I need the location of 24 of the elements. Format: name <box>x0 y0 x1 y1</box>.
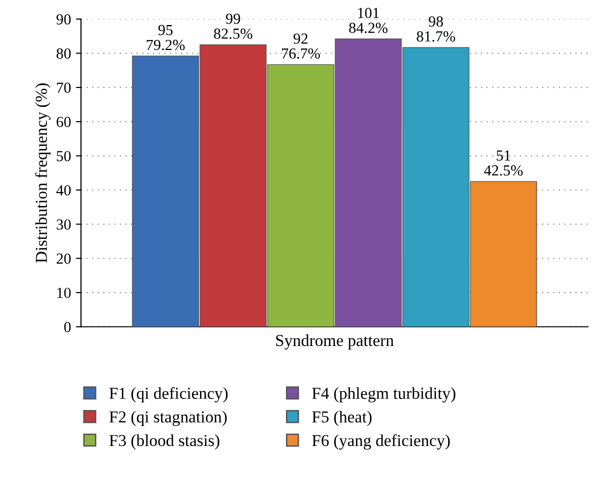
data-label: 101 84.2% <box>349 8 388 34</box>
y-tick-label: 60 <box>56 116 71 128</box>
legend-label: F5 (heat) <box>312 410 372 426</box>
y-tick-label: 30 <box>56 219 71 230</box>
data-label: 95 79.2% <box>146 24 185 50</box>
y-tick-label: 70 <box>57 82 71 93</box>
legend-label: F1 (qi deficiency) <box>109 387 228 402</box>
legend-label: F6 (yang deficiency) <box>312 434 450 450</box>
y-tick-label: 40 <box>56 185 71 196</box>
data-label: 92 76.7% <box>282 33 320 59</box>
y-tick-label: 0 <box>64 322 71 332</box>
y-tick-label: 80 <box>56 48 71 59</box>
x-axis-title: Syndrome pattern <box>276 334 394 350</box>
y-tick-label: 90 <box>56 14 71 25</box>
data-label: 98 81.7% <box>416 16 456 42</box>
data-label: 51 42.5% <box>484 150 523 176</box>
data-label: 99 82.5% <box>214 14 252 39</box>
legend-label: F3 (blood stasis) <box>109 434 220 450</box>
legend-label: F4 (phlegm turbidity) <box>312 387 456 402</box>
y-tick-label: 20 <box>56 254 71 264</box>
y-tick-label: 10 <box>57 288 71 298</box>
y-tick-label: 50 <box>56 150 71 162</box>
y-axis-title: Distribution frequency (%) <box>35 83 50 263</box>
legend-label: F2 (qi stagnation) <box>109 410 227 426</box>
